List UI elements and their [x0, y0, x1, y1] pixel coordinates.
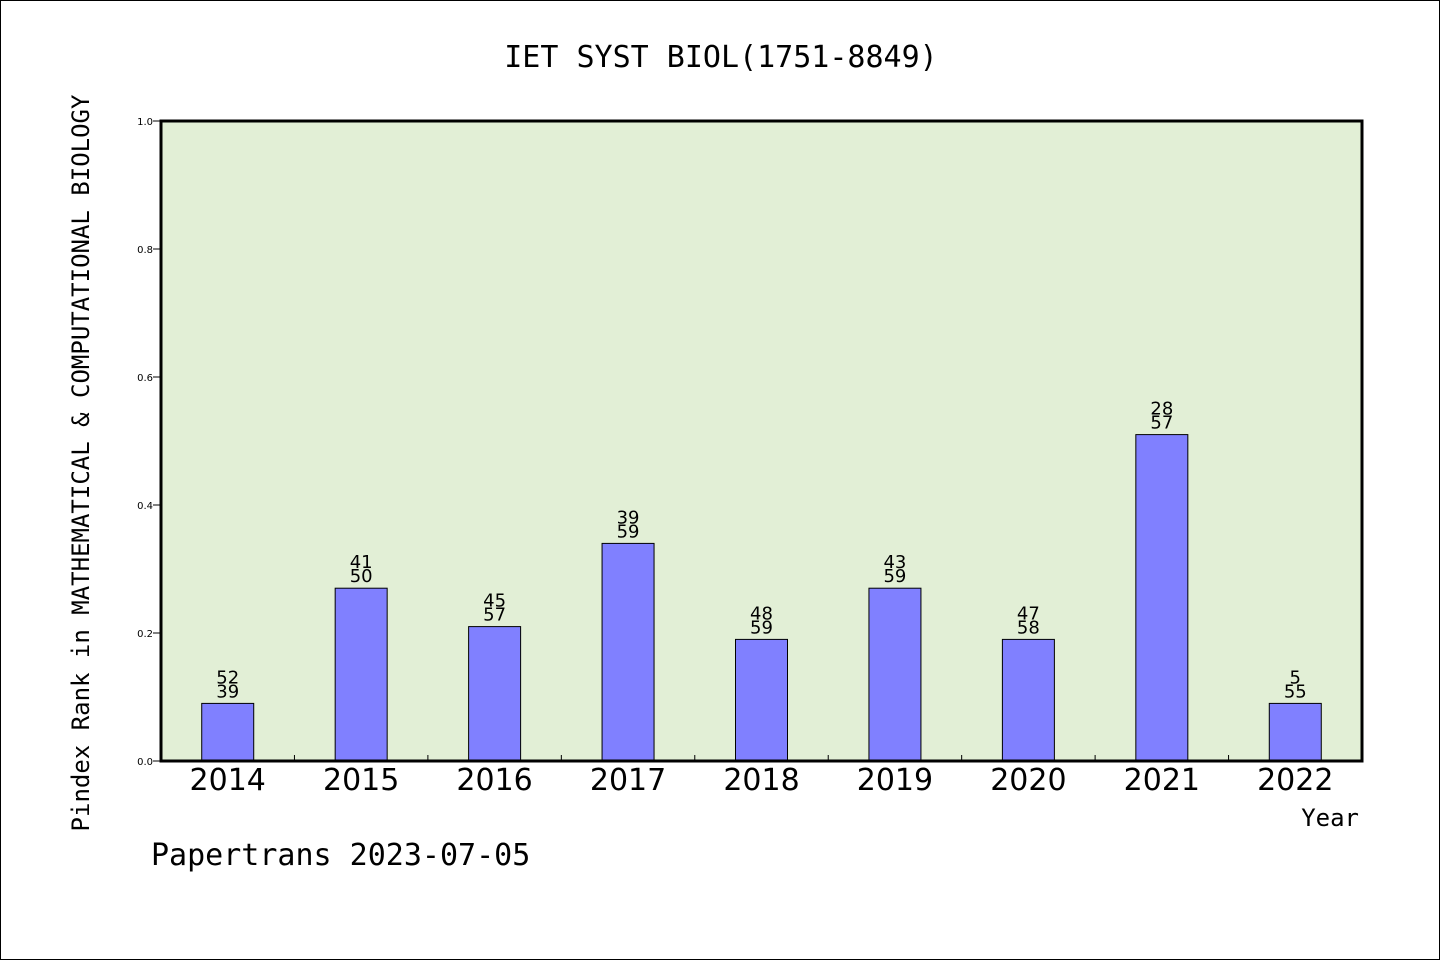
bar-2017 [601, 542, 655, 762]
bar-data-label: 39 [216, 681, 239, 702]
bar-data-label: 59 [617, 521, 640, 542]
bar-data-label: 47 [1017, 603, 1040, 624]
y-axis-label: Pindex Rank in MATHEMATICAL & COMPUTATIO… [67, 94, 95, 831]
x-tick-label: 2020 [990, 763, 1066, 798]
bar-data-label: 39 [617, 507, 640, 528]
x-tick-label: 2014 [190, 763, 266, 798]
x-tick-label: 2015 [323, 763, 399, 798]
y-tick-label: 0.2 [137, 629, 153, 640]
bar-data-label: 45 [483, 591, 506, 612]
bar-2016 [468, 626, 522, 762]
bar-2014 [201, 702, 255, 762]
y-tick-label: 0.0 [137, 757, 153, 768]
y-tick-label: 0.4 [137, 501, 153, 512]
x-tick-label: 2016 [456, 763, 532, 798]
bar-data-label: 28 [1150, 399, 1173, 420]
bar-data-label: 5 [1290, 667, 1301, 688]
bar-2015 [334, 587, 388, 762]
bar-data-label: 43 [883, 552, 906, 573]
bar-series [201, 434, 1322, 762]
y-axis: 0.0 0.2 0.4 0.6 0.8 1.0 [137, 117, 161, 768]
chart-title: IET SYST BIOL(1751-8849) [504, 40, 937, 75]
bar-2019 [868, 587, 922, 762]
footer-credit: Papertrans 2023-07-05 [151, 838, 530, 873]
bar-2021 [1135, 434, 1189, 762]
bar-data-label: 59 [883, 566, 906, 587]
plot-border [159, 119, 1364, 763]
x-tick-label: 2018 [723, 763, 799, 798]
bar-data-label: 59 [750, 617, 773, 638]
x-axis: 2014 2015 2016 2017 2018 2019 2020 2021 2022 [190, 755, 1333, 798]
x-tick-label: 2019 [857, 763, 933, 798]
x-tick-label: 2017 [590, 763, 666, 798]
bar-data-label: 41 [350, 552, 373, 573]
bar-2022 [1268, 702, 1322, 762]
bar-data-label: 57 [1150, 413, 1173, 434]
bar-2020 [1001, 638, 1055, 762]
bar-data-label: 52 [216, 667, 239, 688]
bar-data-label: 57 [483, 605, 506, 626]
bar-data-label: 50 [350, 566, 373, 587]
y-tick-label: 1.0 [137, 117, 153, 128]
y-tick-label: 0.8 [137, 245, 153, 256]
bar-data-label: 55 [1284, 681, 1307, 702]
x-axis-label: Year [1301, 804, 1359, 832]
y-tick-label: 0.6 [137, 373, 153, 384]
x-tick-label: 2022 [1257, 763, 1333, 798]
bar-data-label: 48 [750, 603, 773, 624]
bar-2018 [735, 638, 788, 762]
x-tick-label: 2021 [1124, 763, 1200, 798]
bar-data-label: 58 [1017, 617, 1040, 638]
